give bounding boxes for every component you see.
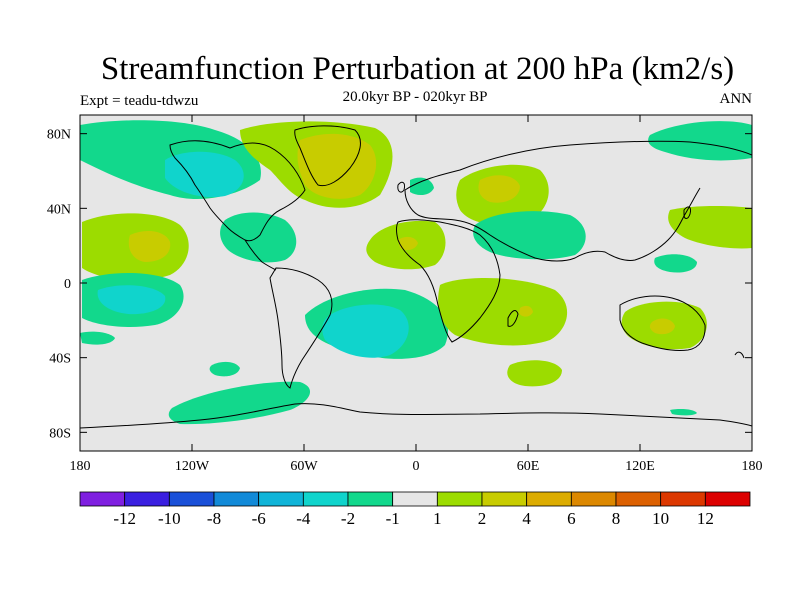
colorbar: -12 -10 -8 -6 -4 -2 -1 1 2 4 6 8 10 12 [79, 491, 751, 528]
region-australia-core [649, 318, 675, 335]
colorbar-label: -12 [113, 509, 136, 528]
coast-north-america [169, 140, 306, 242]
colorbar-label: 10 [652, 509, 669, 528]
colorbar-swatch [347, 491, 394, 507]
x-tick-label: 180 [70, 459, 91, 474]
colorbar-label: -2 [341, 509, 355, 528]
experiment-label: Expt = teadu-tdwzu [80, 93, 199, 109]
y-tick-label: 40N [47, 202, 71, 217]
x-tick-label: 180 [742, 459, 763, 474]
colorbar-swatch [213, 491, 260, 507]
colorbar-swatch [79, 491, 126, 507]
season-label: ANN [719, 91, 753, 107]
coastlines [80, 125, 752, 429]
region-maritime-neg [654, 254, 697, 273]
region-arctic-east-neg [410, 177, 434, 196]
region-indian-south-pos [507, 360, 562, 387]
colorbar-label: -6 [252, 509, 266, 528]
region-north-america-neg [165, 151, 244, 198]
y-tick-label: 0 [64, 277, 71, 292]
region-south-pacific-core [97, 285, 166, 315]
region-south-indian-core [519, 305, 533, 317]
colorbar-label: 4 [522, 509, 531, 528]
colorbar-label: 1 [433, 509, 442, 528]
region-south-indian-pos [438, 278, 568, 346]
region-arctic-pacific-neg [648, 121, 752, 161]
x-tick-label: 60E [517, 459, 540, 474]
y-tick-label: 80S [49, 426, 71, 441]
coast-japan [683, 206, 691, 219]
coast-antarctica [80, 403, 752, 429]
colorbar-label: 8 [612, 509, 621, 528]
coast-uk [397, 181, 405, 193]
colorbar-swatch [481, 491, 528, 507]
colorbar-swatch [660, 491, 706, 507]
y-tick-label: 40S [49, 352, 71, 367]
region-north-africa-core [398, 236, 418, 251]
x-tick-label: 0 [413, 459, 420, 474]
colorbar-label: 6 [567, 509, 576, 528]
colorbar-swatch [570, 491, 617, 507]
colorbar-swatch [526, 491, 572, 507]
map-panel [79, 114, 753, 452]
colorbar-label: -1 [386, 509, 400, 528]
coast-eurasia [404, 140, 752, 262]
plot-title: Streamfunction Perturbation at 200 hPa (… [100, 51, 735, 87]
colorbar-label: -8 [207, 509, 221, 528]
colorbar-label: -10 [158, 509, 181, 528]
colorbar-swatch [302, 491, 349, 507]
x-tick-label: 60W [290, 459, 318, 474]
colorbar-swatch [124, 491, 170, 507]
region-caribbean-neg [220, 212, 297, 263]
region-south-atlantic-small-neg [670, 409, 697, 416]
colorbar-swatch [615, 491, 662, 507]
map-axes: 180 120W 60W 0 60E 120E 180 80N 40N 0 40S 80S [47, 115, 763, 474]
region-arabia-neg [473, 211, 586, 260]
plot-subtitle: 20.0kyr BP - 020kyr BP [342, 89, 488, 105]
region-south-pacific-edge [80, 331, 115, 345]
region-south-pacific-small-neg [209, 361, 240, 377]
region-greenland-core [297, 133, 377, 199]
colorbar-swatch [436, 491, 483, 507]
y-tick-label: 80N [47, 128, 71, 143]
colorbar-swatch [704, 491, 751, 507]
x-tick-label: 120W [175, 459, 210, 474]
region-siberia-core [478, 175, 520, 203]
region-southern-ocean-neg [168, 381, 311, 425]
coast-central-america [244, 239, 277, 271]
colorbar-label: -4 [296, 509, 311, 528]
coast-new-zealand [734, 351, 745, 359]
region-south-atlantic-core [322, 304, 409, 358]
colorbar-swatch [168, 491, 215, 507]
region-central-pacific-core [128, 230, 171, 262]
coast-south-america [269, 267, 333, 389]
colorbar-swatch [392, 491, 438, 507]
x-tick-label: 120E [625, 459, 655, 474]
colorbar-label: 12 [697, 509, 714, 528]
colorbar-label: 2 [478, 509, 487, 528]
coast-australia [619, 295, 706, 351]
coast-madagascar [507, 310, 519, 327]
coast-africa [396, 219, 501, 343]
coast-greenland [294, 125, 361, 187]
colorbar-swatch [258, 491, 304, 507]
